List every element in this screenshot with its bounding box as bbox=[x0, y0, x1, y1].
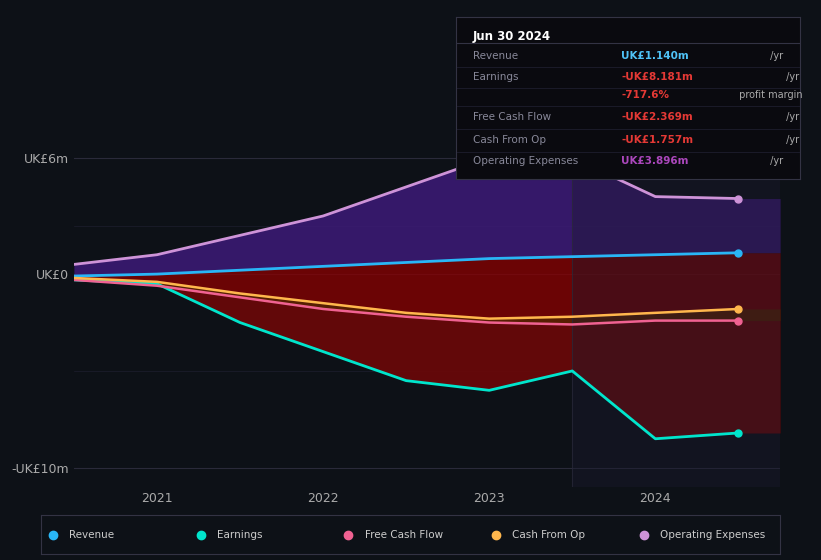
Text: Operating Expenses: Operating Expenses bbox=[660, 530, 765, 540]
Text: -UK£1.757m: -UK£1.757m bbox=[621, 135, 693, 145]
Text: Operating Expenses: Operating Expenses bbox=[473, 156, 578, 166]
Text: Revenue: Revenue bbox=[69, 530, 114, 540]
Text: -UK£8.181m: -UK£8.181m bbox=[621, 72, 693, 82]
Text: /yr: /yr bbox=[783, 135, 800, 145]
Text: profit margin: profit margin bbox=[736, 90, 802, 100]
Text: /yr: /yr bbox=[783, 72, 800, 82]
Text: /yr: /yr bbox=[768, 156, 783, 166]
Text: Jun 30 2024: Jun 30 2024 bbox=[473, 30, 551, 43]
Text: Cash From Op: Cash From Op bbox=[473, 135, 546, 145]
Text: -717.6%: -717.6% bbox=[621, 90, 669, 100]
Text: -UK£2.369m: -UK£2.369m bbox=[621, 113, 693, 123]
Bar bbox=[572, 129, 780, 487]
Text: Free Cash Flow: Free Cash Flow bbox=[365, 530, 443, 540]
Text: Earnings: Earnings bbox=[473, 72, 518, 82]
Text: Earnings: Earnings bbox=[217, 530, 263, 540]
Text: Revenue: Revenue bbox=[473, 51, 518, 61]
Text: Free Cash Flow: Free Cash Flow bbox=[473, 113, 551, 123]
Text: UK£3.896m: UK£3.896m bbox=[621, 156, 689, 166]
Text: /yr: /yr bbox=[783, 113, 800, 123]
Text: Cash From Op: Cash From Op bbox=[512, 530, 585, 540]
Text: /yr: /yr bbox=[768, 51, 783, 61]
Text: UK£1.140m: UK£1.140m bbox=[621, 51, 689, 61]
